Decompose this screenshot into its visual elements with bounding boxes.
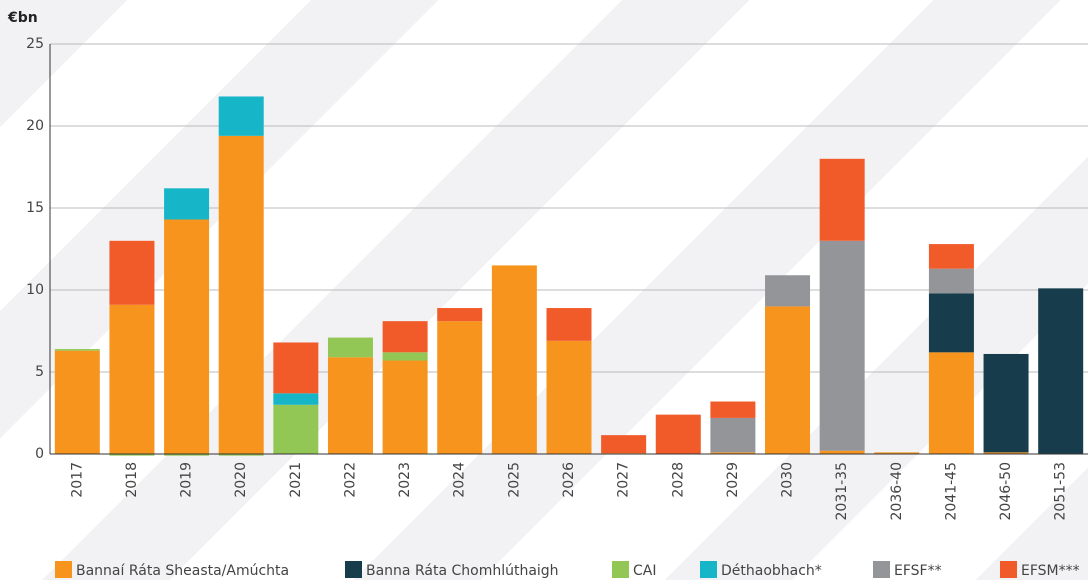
bar-segment: [273, 342, 319, 394]
bar-segment: [1038, 288, 1084, 454]
bar-segment: [382, 352, 428, 361]
y-tick-label: 25: [26, 36, 44, 52]
bar-segment: [874, 452, 920, 454]
y-tick-label: 5: [35, 364, 44, 380]
legend-label: Banna Ráta Chomhlúthaigh: [366, 563, 559, 579]
legend-swatch: [55, 561, 72, 578]
bar-segment: [164, 219, 210, 454]
x-tick-label: 2030: [780, 462, 796, 498]
x-tick-label: 2023: [397, 462, 413, 498]
bar-segment: [928, 352, 974, 454]
bar-segment: [928, 293, 974, 353]
x-tick-label: 2051-53: [1053, 462, 1069, 521]
bar-segment: [819, 240, 865, 451]
bar-segment: [327, 337, 373, 358]
bar-segment: [819, 158, 865, 241]
bar-segment: [273, 393, 319, 405]
bar-segment: [109, 454, 155, 456]
bar-segment: [983, 452, 1029, 454]
bar-segment: [382, 321, 428, 353]
bar-segment: [54, 350, 100, 454]
bar-segment: [710, 417, 756, 453]
x-tick-label: 2027: [616, 462, 632, 498]
bar-segment: [109, 304, 155, 454]
bar-segment: [164, 454, 210, 456]
x-tick-label: 2024: [452, 462, 468, 498]
x-tick-label: 2026: [561, 462, 577, 498]
x-tick-label: 2020: [233, 462, 249, 498]
legend-label: EFSM***: [1021, 563, 1080, 579]
x-tick-label: 2036-40: [889, 462, 905, 521]
x-tick-label: 2021: [288, 462, 304, 498]
legend-label: Déthaobhach*: [721, 563, 822, 579]
legend-swatch: [700, 561, 717, 578]
x-tick-label: 2017: [69, 462, 85, 498]
y-tick-label: 0: [35, 446, 44, 462]
bar-segment: [601, 435, 647, 454]
x-tick-label: 2028: [670, 462, 686, 498]
bar-segment: [765, 306, 811, 454]
y-axis-label: €bn: [7, 10, 38, 26]
bar-segment: [437, 308, 483, 322]
x-tick-label: 2025: [506, 462, 522, 498]
bar-segment: [109, 240, 155, 305]
bar-segment: [437, 321, 483, 454]
bar-segment: [491, 265, 537, 454]
bar-segment: [218, 135, 264, 454]
bar-segment: [983, 353, 1029, 453]
bar-segment: [710, 452, 756, 454]
y-tick-label: 15: [26, 200, 44, 216]
bar-segment: [273, 404, 319, 454]
bar-segment: [928, 268, 974, 294]
bar-segment: [327, 357, 373, 454]
x-tick-label: 2029: [725, 462, 741, 498]
x-tick-label: 2041-45: [943, 462, 959, 521]
bar-segment: [218, 454, 264, 456]
legend-label: EFSF**: [894, 563, 942, 579]
y-tick-label: 20: [26, 118, 44, 134]
bar-segment: [546, 340, 592, 454]
legend-swatch: [612, 561, 629, 578]
bar-segment: [54, 349, 100, 351]
legend-label: CAI: [633, 563, 656, 579]
x-tick-label: 2022: [342, 462, 358, 498]
bar-segment: [765, 275, 811, 307]
legend-swatch: [345, 561, 362, 578]
bar-segment: [655, 414, 701, 454]
x-tick-label: 2046-50: [998, 462, 1014, 521]
legend-label: Bannaí Ráta Sheasta/Amúchta: [76, 563, 289, 579]
bar-segment: [382, 360, 428, 454]
bar-segment: [819, 450, 865, 454]
legend-swatch: [873, 561, 890, 578]
bar-segment: [710, 401, 756, 418]
bar-segment: [164, 188, 210, 220]
bar-segment: [218, 96, 264, 136]
legend-swatch: [1000, 561, 1017, 578]
y-tick-label: 10: [26, 282, 44, 298]
bar-segment: [546, 308, 592, 341]
x-tick-label: 2019: [179, 462, 195, 498]
x-tick-label: 2018: [124, 462, 140, 498]
x-tick-label: 2031-35: [834, 462, 850, 521]
bar-segment: [928, 244, 974, 269]
